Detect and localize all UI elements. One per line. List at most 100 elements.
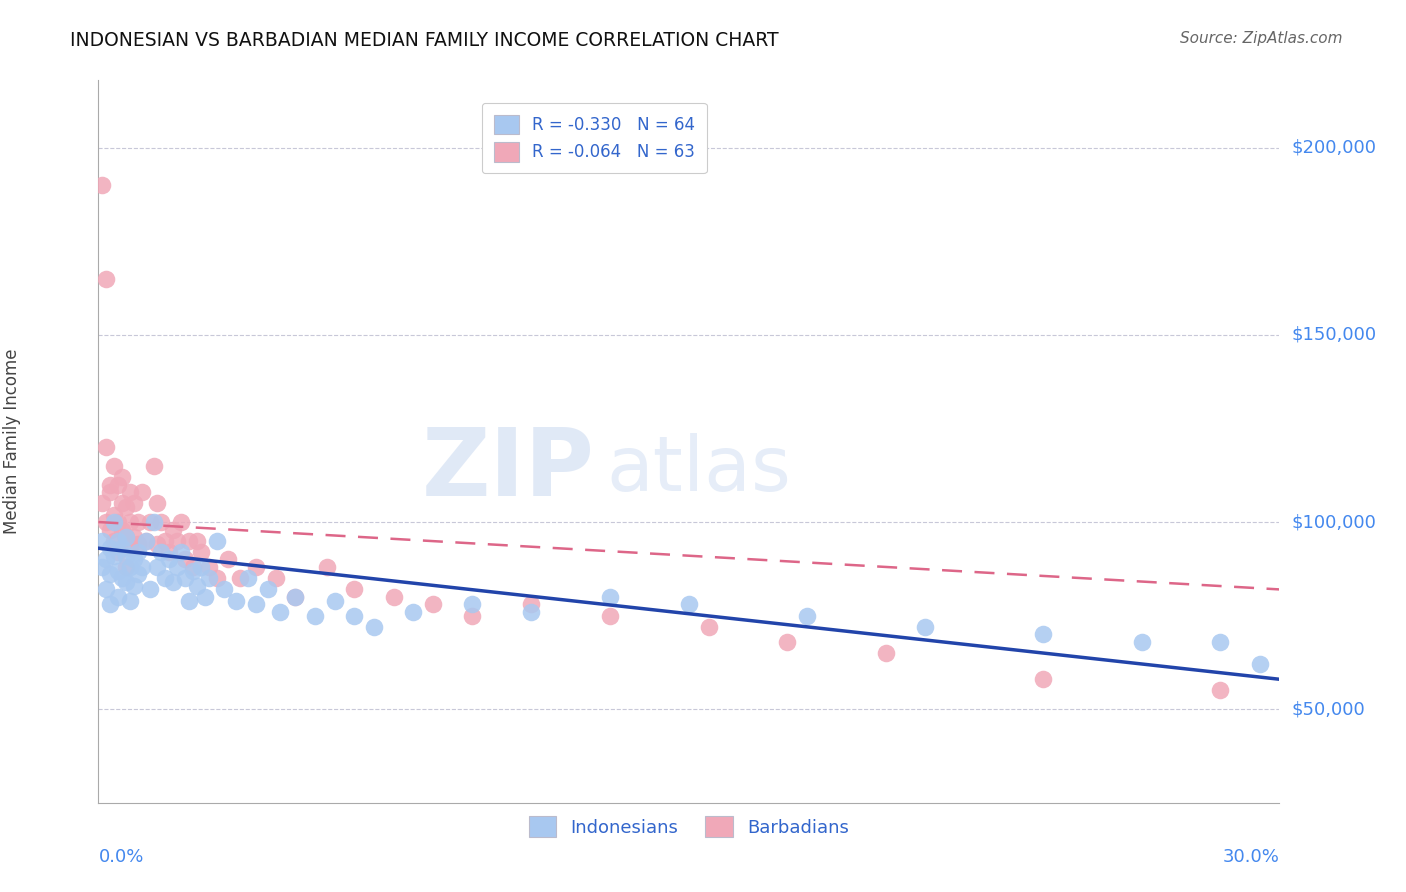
Point (174, 571, 197, 585)
Text: $150,000: $150,000 (1291, 326, 1376, 343)
Point (111, 496, 134, 510)
Point (343, 608, 366, 623)
Point (118, 541, 141, 556)
Point (98, 485, 121, 500)
Point (304, 608, 326, 623)
Point (122, 496, 145, 510)
Point (678, 598, 700, 612)
Point (197, 560, 219, 574)
Point (157, 552, 180, 566)
Point (122, 552, 145, 566)
Point (98, 477, 121, 491)
Point (315, 560, 337, 574)
Point (697, 620, 720, 634)
Point (155, 533, 177, 548)
Point (422, 598, 444, 612)
Text: ZIP: ZIP (422, 425, 595, 516)
Point (599, 608, 621, 623)
Point (1209, 635, 1232, 649)
Point (236, 571, 259, 585)
Point (111, 571, 134, 585)
Point (197, 571, 219, 585)
Point (229, 571, 252, 585)
Point (111, 541, 134, 556)
Point (150, 515, 173, 529)
Point (382, 590, 405, 604)
Point (96, 271, 118, 285)
Text: 30.0%: 30.0% (1223, 847, 1279, 866)
Point (776, 635, 799, 649)
Point (245, 560, 267, 574)
Point (205, 533, 228, 548)
Text: Median Family Income: Median Family Income (3, 349, 21, 534)
Point (127, 567, 149, 582)
Point (186, 579, 208, 593)
Point (115, 560, 138, 574)
Point (122, 579, 145, 593)
Point (103, 515, 125, 529)
Point (174, 552, 197, 566)
Point (245, 598, 267, 612)
Point (107, 477, 129, 491)
Point (103, 508, 125, 522)
Point (118, 593, 141, 607)
Point (520, 605, 543, 619)
Point (214, 582, 236, 597)
Point (194, 590, 217, 604)
Point (135, 533, 157, 548)
Point (170, 515, 193, 529)
Point (162, 523, 184, 537)
Point (91, 560, 114, 574)
Point (323, 593, 346, 607)
Text: Source: ZipAtlas.com: Source: ZipAtlas.com (1180, 31, 1343, 46)
Point (115, 549, 138, 563)
Point (91, 178, 114, 193)
Point (98, 598, 121, 612)
Point (131, 485, 153, 500)
Text: 0.0%: 0.0% (98, 847, 143, 866)
Point (127, 545, 149, 559)
Point (190, 545, 212, 559)
Point (135, 533, 157, 548)
Point (157, 545, 180, 559)
Point (127, 537, 149, 551)
Point (107, 515, 129, 529)
Point (1209, 683, 1232, 698)
Point (269, 605, 291, 619)
Point (111, 470, 134, 484)
Point (118, 515, 141, 529)
Point (146, 537, 169, 551)
Point (217, 552, 239, 566)
Point (150, 545, 173, 559)
Point (225, 593, 247, 607)
Point (138, 582, 160, 597)
Point (96, 582, 118, 597)
Point (166, 560, 188, 574)
Point (264, 571, 287, 585)
Point (107, 590, 129, 604)
Point (138, 515, 160, 529)
Point (96, 440, 118, 454)
Point (111, 523, 134, 537)
Point (98, 541, 121, 556)
Point (256, 582, 278, 597)
Point (118, 485, 141, 500)
Point (96, 552, 118, 566)
Point (875, 646, 897, 660)
Point (118, 560, 141, 574)
Point (284, 590, 307, 604)
Point (115, 574, 138, 589)
Point (166, 533, 188, 548)
Point (146, 560, 169, 574)
Point (1249, 657, 1271, 672)
Point (186, 533, 208, 548)
Point (122, 530, 145, 544)
Point (1032, 627, 1054, 641)
Text: $100,000: $100,000 (1291, 513, 1376, 531)
Text: $50,000: $50,000 (1291, 700, 1365, 718)
Point (103, 549, 125, 563)
Point (177, 533, 200, 548)
Text: $200,000: $200,000 (1291, 138, 1376, 157)
Point (1032, 673, 1054, 687)
Point (343, 582, 366, 597)
